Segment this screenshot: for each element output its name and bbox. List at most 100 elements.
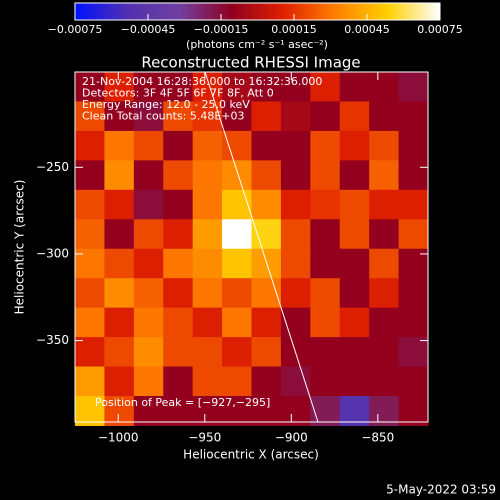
heatmap-cell [339, 219, 370, 250]
heatmap-cell [280, 396, 311, 426]
heatmap-cell [75, 160, 105, 191]
heatmap-cell [75, 101, 105, 132]
heatmap-cell [104, 101, 135, 132]
heatmap-cell [310, 219, 341, 250]
heatmap-cell [398, 278, 429, 309]
heatmap-cell [222, 337, 252, 368]
heatmap-cell [163, 278, 194, 309]
heatmap-cell [192, 366, 223, 397]
heatmap-cell [192, 337, 223, 368]
heatmap-cell [133, 337, 164, 368]
heatmap-cell [398, 337, 429, 368]
heatmap-cell [75, 307, 105, 338]
heatmap-cell [192, 160, 223, 191]
heatmap-cell [251, 307, 282, 338]
colorbar [74, 2, 441, 21]
heatmap-cell [192, 278, 223, 309]
footer-date: 5-May-2022 03:59 [386, 483, 496, 497]
y-tick-label: −350 [36, 333, 69, 347]
y-axis-label: Heliocentric Y (arcsec) [13, 180, 27, 315]
annotation: Energy Range: 12.0 - 25.0 keV [82, 98, 250, 111]
heatmap-cell [251, 72, 282, 102]
heatmap-cell [339, 160, 370, 191]
heatmap-cell [369, 396, 400, 426]
heatmap-cell [369, 72, 400, 102]
heatmap-cell [192, 130, 223, 161]
heatmap-cell [75, 130, 105, 161]
heatmap-cell [222, 248, 252, 279]
heatmap-cell [398, 160, 429, 191]
heatmap-cell [251, 219, 282, 250]
heatmap-cell [339, 101, 370, 132]
heatmap-cell [222, 219, 252, 250]
heatmap-cell [133, 72, 164, 102]
heatmap-cell [339, 396, 370, 426]
heatmap-cell [104, 160, 135, 191]
heatmap-cell [133, 366, 164, 397]
heatmap-cell [163, 337, 194, 368]
colorbar-tick-label: 0.00015 [271, 23, 317, 36]
heatmap-cell [75, 278, 105, 309]
heatmap-cell [251, 160, 282, 191]
colorbar-tick-label: −0.00045 [121, 23, 176, 36]
heatmap-cell [133, 160, 164, 191]
heatmap-cell [222, 160, 252, 191]
heatmap-cell [192, 189, 223, 220]
heatmap-cell [398, 248, 429, 279]
heatmap-cell [310, 189, 341, 220]
heatmap-cell [192, 396, 223, 426]
heatmap-cell [339, 307, 370, 338]
heatmap-cell [133, 278, 164, 309]
heatmap-cell [398, 396, 429, 426]
heatmap-cell [163, 160, 194, 191]
heatmap [75, 72, 429, 426]
heatmap-cell [369, 248, 400, 279]
heatmap-cell [310, 307, 341, 338]
heatmap-cell [222, 366, 252, 397]
heatmap-cell [339, 72, 370, 102]
heatmap-cell [222, 396, 252, 426]
heatmap-cell [133, 248, 164, 279]
annotation: 21-Nov-2004 16:28:36.000 to 16:32:36.000 [82, 75, 322, 88]
heatmap-cell [369, 130, 400, 161]
heatmap-cell [310, 337, 341, 368]
heatmap-cell [398, 101, 429, 132]
heatmap-cell [163, 130, 194, 161]
heatmap-cell [369, 366, 400, 397]
heatmap-cell [163, 366, 194, 397]
heatmap-cell [133, 189, 164, 220]
heatmap-cell [104, 248, 135, 279]
limb-line [204, 71, 319, 423]
annotation: Clean Total counts: 5.48E+03 [82, 110, 245, 123]
heatmap-cell [251, 337, 282, 368]
heatmap-cell [163, 189, 194, 220]
heatmap-cell [398, 72, 429, 102]
heatmap-cell [280, 278, 311, 309]
heatmap-cell [75, 337, 105, 368]
x-axis-label: Heliocentric X (arcsec) [183, 448, 319, 462]
heatmap-cell [310, 101, 341, 132]
colorbar-label: (photons cm⁻² s⁻¹ asec⁻²) [186, 38, 328, 51]
heatmap-cell [192, 101, 223, 132]
heatmap-cell [398, 366, 429, 397]
heatmap-cell [133, 219, 164, 250]
heatmap-cell [339, 189, 370, 220]
heatmap-cell [310, 160, 341, 191]
x-tick-label: −900 [275, 431, 308, 445]
heatmap-cell [280, 189, 311, 220]
x-tick-label: −850 [361, 431, 394, 445]
heatmap-cell [192, 307, 223, 338]
colorbar-tick-label: −0.00075 [48, 23, 103, 36]
heatmap-cell [369, 219, 400, 250]
heatmap-cell [339, 278, 370, 309]
y-tick-label: −300 [36, 246, 69, 260]
colorbar-tick-label: 0.00075 [417, 23, 463, 36]
heatmap-cell [280, 248, 311, 279]
colorbar-tick-label: −0.00015 [194, 23, 249, 36]
heatmap-cell [280, 366, 311, 397]
heatmap-cell [75, 248, 105, 279]
heatmap-cell [222, 189, 252, 220]
heatmap-cell [310, 278, 341, 309]
heatmap-cell [163, 101, 194, 132]
